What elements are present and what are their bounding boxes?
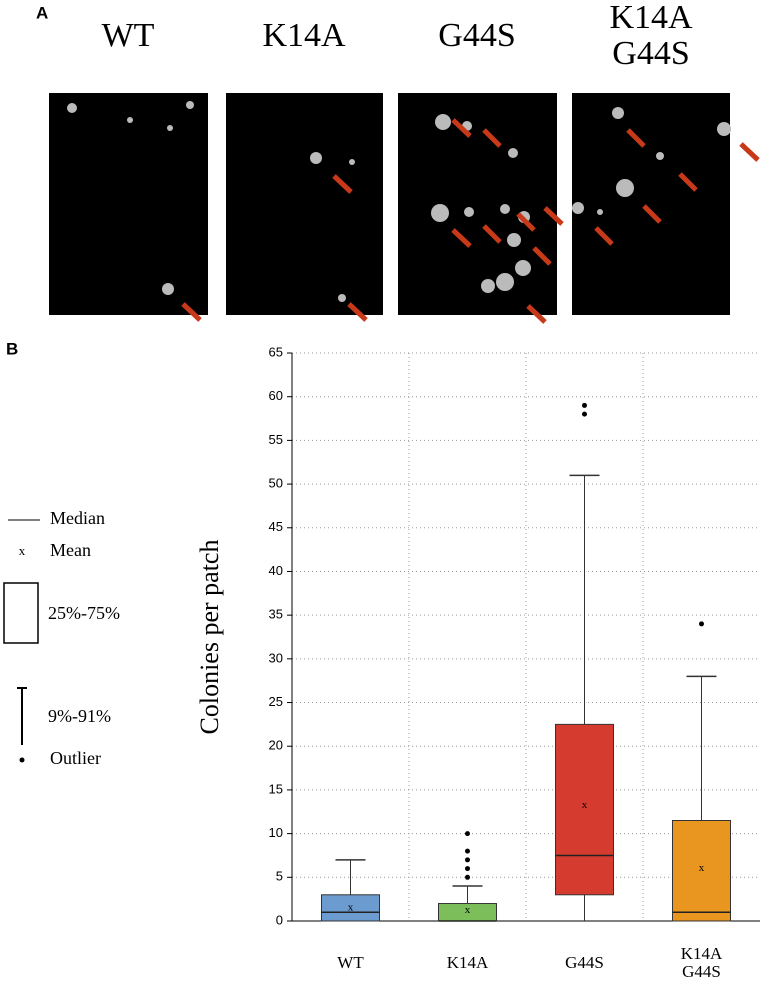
legend-box-key	[3, 582, 39, 644]
mean: x	[582, 799, 588, 811]
y-tick-label: 5	[276, 869, 283, 884]
legend-label: Median	[50, 508, 105, 528]
column-label: WT	[102, 17, 155, 54]
image	[226, 93, 383, 315]
x-tick-label: K14A G44S	[681, 944, 723, 981]
x-tick-label: WT	[337, 953, 364, 972]
outlier	[465, 848, 470, 854]
y-tick-label: 10	[269, 825, 283, 840]
y-tick-label: 35	[269, 607, 283, 622]
box	[672, 820, 731, 922]
column-label: G44S	[438, 17, 515, 54]
legend-mean-key: x	[19, 543, 26, 558]
legend-label: Mean	[50, 540, 91, 560]
y-tick-label: 20	[269, 738, 283, 753]
legend-outlier-key	[19, 757, 25, 763]
column-label: K14A	[262, 17, 346, 54]
legend: Median x Mean 25%-75% 9%-91% Outlier	[3, 508, 120, 768]
outlier	[582, 402, 587, 408]
column-labels: WT K14A G44S K14A G44S	[102, 0, 693, 72]
outlier	[465, 874, 470, 880]
x-tick-label: K14A	[447, 953, 489, 972]
image	[572, 93, 730, 315]
outlier	[699, 621, 704, 627]
y-tick-label: 15	[269, 781, 283, 796]
box	[321, 894, 380, 922]
outlier	[465, 866, 470, 872]
y-axis-label: Colonies per patch	[195, 540, 224, 735]
panel-label: A	[36, 3, 48, 22]
image	[398, 93, 557, 315]
mean: x	[465, 904, 471, 916]
mean: x	[699, 862, 705, 874]
outlier	[582, 411, 587, 417]
legend-label: 9%-91%	[48, 706, 111, 726]
legend-label: 25%-75%	[48, 603, 120, 623]
image	[49, 93, 208, 315]
column-label: K14A G44S	[609, 0, 693, 72]
y-tick-label: 30	[269, 650, 283, 665]
box	[555, 723, 614, 896]
x-tick-label: G44S	[565, 953, 604, 972]
panel-label: B	[6, 339, 18, 358]
micrographs	[49, 93, 760, 324]
y-tick-label: 60	[269, 388, 283, 403]
y-tick-label: 0	[276, 912, 283, 927]
outlier	[465, 831, 470, 837]
outlier	[465, 857, 470, 863]
plot: 0 5 10 15 20 25 30 35 40 45 50 55 60 65 WT x K14A x G44S x K…	[269, 344, 760, 981]
y-tick-label: 25	[269, 694, 283, 709]
y-tick-label: 45	[269, 519, 283, 534]
arrows	[181, 118, 760, 324]
y-tick-label: 50	[269, 476, 283, 491]
legend-whisker-key	[17, 687, 27, 745]
y-tick-label: 65	[269, 344, 283, 359]
y-tick-label: 40	[269, 563, 283, 578]
legend-label: Outlier	[50, 748, 101, 768]
mean: x	[348, 901, 354, 913]
y-tick-label: 55	[269, 432, 283, 447]
